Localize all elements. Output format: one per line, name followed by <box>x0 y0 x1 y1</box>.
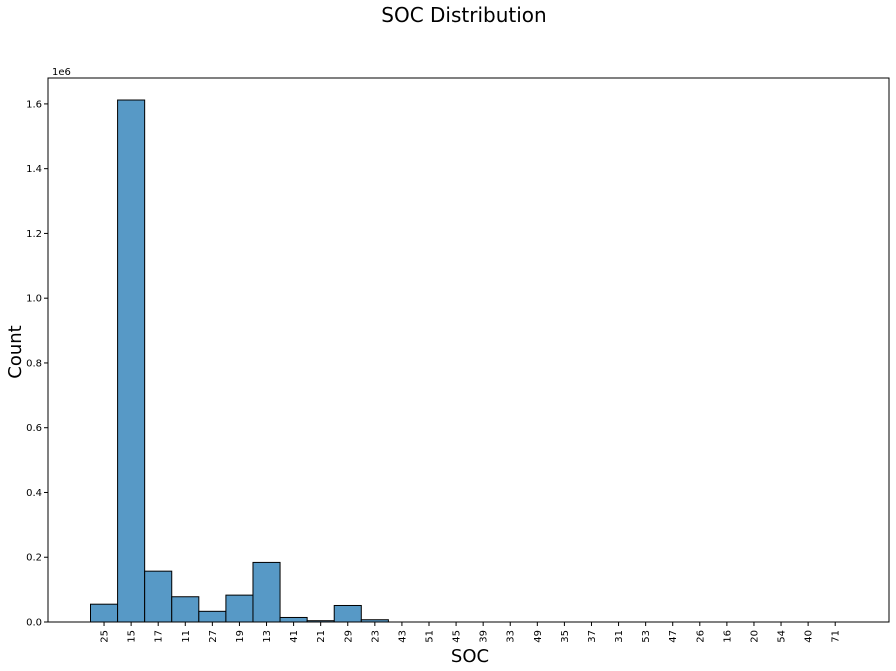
x-tick-label-16: 16 <box>722 630 733 643</box>
x-tick-label-27: 27 <box>208 630 219 643</box>
x-tick-label-45: 45 <box>452 630 463 643</box>
x-tick-label-49: 49 <box>533 630 544 643</box>
x-tick-label-43: 43 <box>397 630 408 643</box>
y-tick-label: 1.4 <box>26 164 42 175</box>
x-tick-label-54: 54 <box>777 630 788 643</box>
x-tick-label-39: 39 <box>479 630 490 643</box>
bar-15 <box>117 99 146 623</box>
y-offset-label: 1e6 <box>52 67 71 78</box>
bar-29 <box>333 604 362 623</box>
x-tick-label-47: 47 <box>668 630 679 643</box>
x-axis-label: SOC <box>451 646 489 667</box>
x-tick-label-35: 35 <box>560 630 571 643</box>
x-tick-label-13: 13 <box>262 630 273 643</box>
y-tick-label: 0.2 <box>26 553 42 564</box>
bar-27 <box>198 610 227 623</box>
x-tick-label-71: 71 <box>831 630 842 643</box>
x-tick-label-23: 23 <box>370 630 381 643</box>
bar-25 <box>90 603 119 623</box>
y-tick-label: 0.0 <box>26 618 42 629</box>
bar-19 <box>225 594 254 623</box>
y-axis: 0.0 0.2 0.4 0.6 0.8 1.0 1.2 1.4 1.6 <box>26 99 48 629</box>
y-tick-label: 1.6 <box>26 99 42 110</box>
x-axis: 25 15 17 11 27 19 13 41 21 29 23 43 51 45 39 33 49 35 37 31… <box>100 622 842 643</box>
x-tick-label-29: 29 <box>343 630 354 643</box>
y-axis-label: Count <box>5 325 26 378</box>
x-tick-label-20: 20 <box>749 630 760 643</box>
bar-41 <box>279 616 308 623</box>
bar-17 <box>144 570 173 623</box>
y-tick-label: 0.6 <box>26 423 42 434</box>
chart-title: SOC Distribution <box>381 3 546 27</box>
y-tick-label: 1.2 <box>26 229 42 240</box>
bar-11 <box>171 596 200 623</box>
x-tick-label-33: 33 <box>506 630 517 643</box>
x-tick-label-21: 21 <box>316 630 327 643</box>
y-tick-label: 0.4 <box>26 488 42 499</box>
x-tick-label-25: 25 <box>100 630 111 643</box>
x-tick-label-11: 11 <box>181 630 192 643</box>
x-tick-label-53: 53 <box>641 630 652 643</box>
x-tick-label-15: 15 <box>127 630 138 643</box>
bars-group <box>90 99 389 623</box>
x-tick-label-19: 19 <box>235 630 246 643</box>
y-tick-label: 1.0 <box>26 294 42 305</box>
bar-13 <box>252 561 281 623</box>
x-tick-label-51: 51 <box>425 630 436 643</box>
x-tick-label-17: 17 <box>154 630 165 643</box>
plot-frame <box>47 77 890 623</box>
x-tick-label-37: 37 <box>587 630 598 643</box>
x-tick-label-26: 26 <box>695 630 706 643</box>
x-tick-label-40: 40 <box>804 630 815 643</box>
x-tick-label-31: 31 <box>614 630 625 643</box>
x-tick-label-41: 41 <box>289 630 300 643</box>
y-tick-label: 0.8 <box>26 358 42 369</box>
